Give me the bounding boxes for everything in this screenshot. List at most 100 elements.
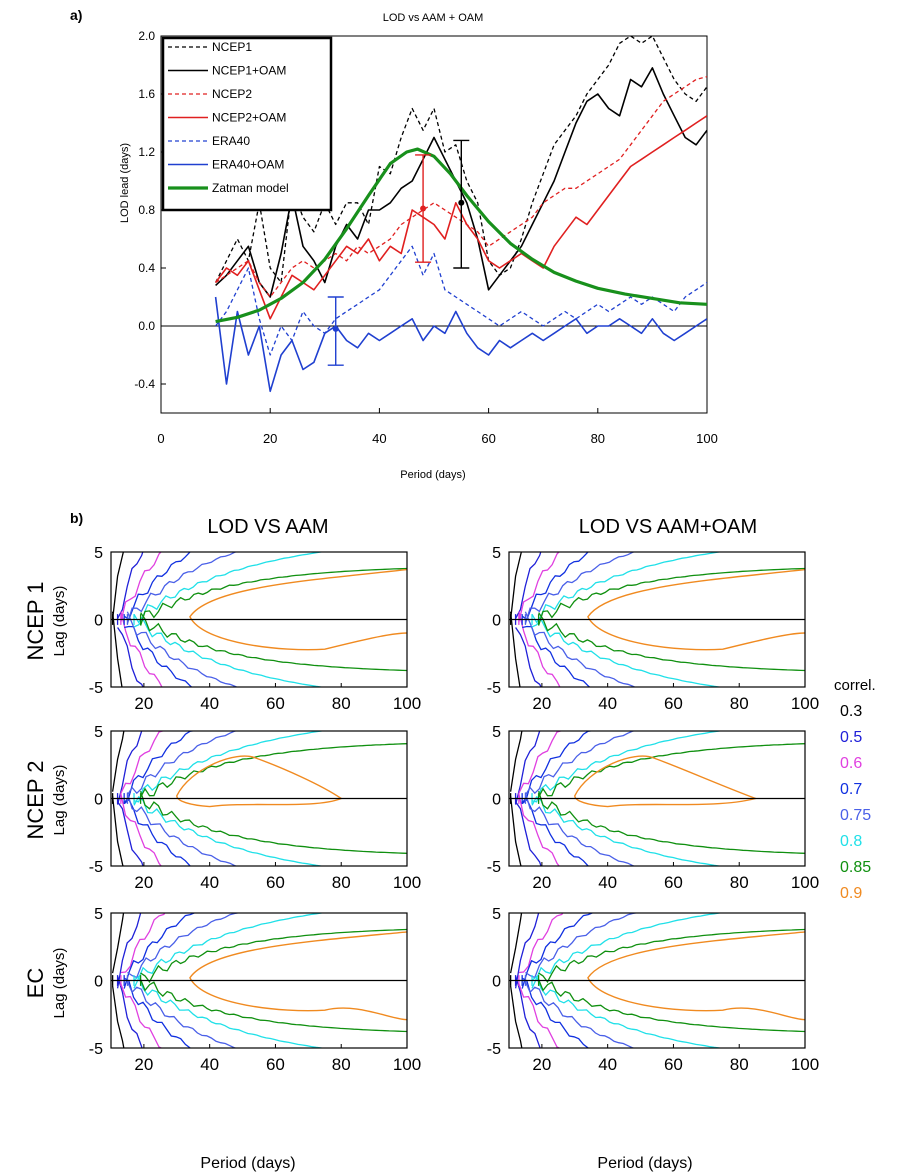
contour-level-0.8 xyxy=(531,913,724,989)
contour-level-0.9 xyxy=(587,931,805,1021)
series-line-era40 xyxy=(215,245,707,356)
x-axis-label: Period (days) xyxy=(400,469,465,481)
contour-level-0.5 xyxy=(514,731,541,805)
lag-tick-label: -5 xyxy=(89,680,103,697)
correlation-legend: correl. 0.3 0.5 0.6 0.7 0.75 0.8 0.85 0.9 xyxy=(834,677,876,902)
contour-panel: 5 0 -5 20 40 60 80 100 xyxy=(89,545,421,713)
panel-b-label: b) xyxy=(70,510,83,526)
period-tick-label: 60 xyxy=(664,694,683,713)
contour-level-0.5 xyxy=(515,552,542,619)
contour-level-0.75 xyxy=(524,981,637,1048)
contour-level-0.7 xyxy=(123,731,196,804)
lag-tick-label: 5 xyxy=(492,724,501,741)
correlation-legend-entry: 0.9 xyxy=(840,885,862,902)
contour-level-0.6 xyxy=(120,552,162,622)
contour-level-0.5 xyxy=(515,801,542,866)
contour-level-0.75 xyxy=(127,913,241,979)
contour-level-0.85 xyxy=(537,979,805,1033)
contour-level-0.7 xyxy=(124,625,193,687)
col-title-aam-oam: LOD VS AAM+OAM xyxy=(579,516,757,538)
contour-level-0.5 xyxy=(515,627,542,687)
contour-level-0.75 xyxy=(126,792,238,866)
contour-lines xyxy=(111,552,407,687)
contour-level-0.85 xyxy=(537,567,805,626)
contour-level-0.9 xyxy=(189,931,407,1021)
period-label-left: Period (days) xyxy=(200,1155,295,1172)
panel-a-label: a) xyxy=(70,7,82,23)
contour-panel: 5 0 -5 20 40 60 80 100 xyxy=(89,724,421,892)
period-tick-label: 80 xyxy=(332,694,351,713)
x-tick-label: 20 xyxy=(263,431,277,446)
contour-level-0.7 xyxy=(123,552,192,621)
lag-label-ncep1: Lag (days) xyxy=(51,586,68,657)
contour-level-0.8 xyxy=(531,552,724,624)
contour-level-0.3 xyxy=(111,731,125,792)
contour-level-0.85 xyxy=(140,928,407,984)
period-tick-label: 20 xyxy=(134,1055,153,1074)
series-line-zatman-model xyxy=(215,147,707,324)
lag-tick-label: 5 xyxy=(492,545,501,562)
contour-level-0.7 xyxy=(521,798,590,866)
contour-panel: 5 0 -5 20 40 60 80 100 xyxy=(487,906,819,1074)
contour-level-0.85 xyxy=(538,743,805,798)
lag-tick-label: 5 xyxy=(94,724,103,741)
lag-tick-label: -5 xyxy=(487,859,501,876)
period-tick-label: 20 xyxy=(532,1055,551,1074)
period-tick-label: 40 xyxy=(598,694,617,713)
lag-tick-label: 0 xyxy=(94,792,103,809)
y-tick-label: 1.6 xyxy=(138,87,155,101)
contour-panel: 5 0 -5 20 40 60 80 100 xyxy=(487,545,819,713)
lag-label-ec: Lag (days) xyxy=(51,948,68,1019)
period-tick-label: 20 xyxy=(532,873,551,892)
y-tick-label: 0.0 xyxy=(138,319,155,333)
correlation-legend-entry: 0.8 xyxy=(840,833,862,850)
contour-lines xyxy=(509,913,805,1048)
error-bar-center xyxy=(458,199,465,206)
correlation-legend-entry: 0.6 xyxy=(840,755,862,772)
contour-level-0.75 xyxy=(126,731,240,796)
contour-level-0.6 xyxy=(120,794,162,866)
contour-level-0.75 xyxy=(525,913,639,979)
contour-level-0.8 xyxy=(133,975,326,1048)
contour-lines xyxy=(509,552,805,687)
correlation-legend-entry: 0.85 xyxy=(840,859,871,876)
contour-level-0.85 xyxy=(537,791,805,854)
y-axis-label: LOD lead (days) xyxy=(119,143,131,223)
period-tick-label: 40 xyxy=(598,1055,617,1074)
legend-label: NCEP1 xyxy=(212,40,252,54)
contour-level-0.7 xyxy=(123,977,195,1048)
contour-level-0.7 xyxy=(123,913,196,989)
panel-a-title: LOD vs AAM + OAM xyxy=(383,12,484,24)
period-tick-label: 100 xyxy=(393,694,421,713)
period-tick-label: 20 xyxy=(134,873,153,892)
x-tick-label: 40 xyxy=(372,431,386,446)
contour-level-0.75 xyxy=(126,611,239,687)
period-tick-label: 100 xyxy=(791,1055,819,1074)
contour-level-0.5 xyxy=(116,731,143,805)
legend-label: NCEP2+OAM xyxy=(212,111,286,125)
correlation-legend-entry: 0.5 xyxy=(840,729,862,746)
contour-level-0.8 xyxy=(531,975,724,1048)
contour-panels: 5 0 -5 20 40 60 80 100 5 0 -5 20 40 60 80 100 5 0 -5 20 40 60… xyxy=(89,545,819,1074)
period-tick-label: 60 xyxy=(664,873,683,892)
period-tick-label: 100 xyxy=(791,873,819,892)
contour-level-0.6 xyxy=(518,731,563,794)
contour-level-0.75 xyxy=(524,552,636,624)
contour-level-0.5 xyxy=(117,552,144,619)
legend-label: ERA40+OAM xyxy=(212,158,284,172)
contour-level-0.6 xyxy=(518,794,560,866)
period-tick-label: 40 xyxy=(200,873,219,892)
y-tick-label: 1.2 xyxy=(138,145,155,159)
contour-level-0.75 xyxy=(126,981,239,1048)
contour-level-0.5 xyxy=(117,801,144,866)
contour-panel: 5 0 -5 20 40 60 80 100 xyxy=(89,906,421,1074)
contour-level-0.7 xyxy=(521,552,590,621)
legend-label: ERA40 xyxy=(212,134,250,148)
contour-level-0.7 xyxy=(521,913,594,989)
contour-level-0.6 xyxy=(120,731,165,794)
contour-level-0.75 xyxy=(524,792,636,866)
contour-level-0.3 xyxy=(111,611,123,687)
legend-box xyxy=(161,36,333,212)
period-tick-label: 80 xyxy=(730,1055,749,1074)
contour-level-0.3 xyxy=(111,913,125,974)
